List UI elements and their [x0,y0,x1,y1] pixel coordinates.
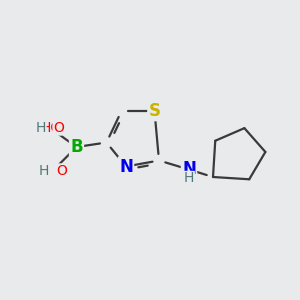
Text: S: S [148,102,160,120]
Text: O: O [56,164,67,178]
Text: B: B [70,138,83,156]
Text: N: N [119,158,133,175]
Text: HO: HO [40,121,61,134]
Text: N: N [182,160,196,178]
Text: H: H [184,172,194,185]
Text: O: O [53,121,64,134]
Text: H: H [38,164,49,178]
Text: H: H [35,121,46,134]
